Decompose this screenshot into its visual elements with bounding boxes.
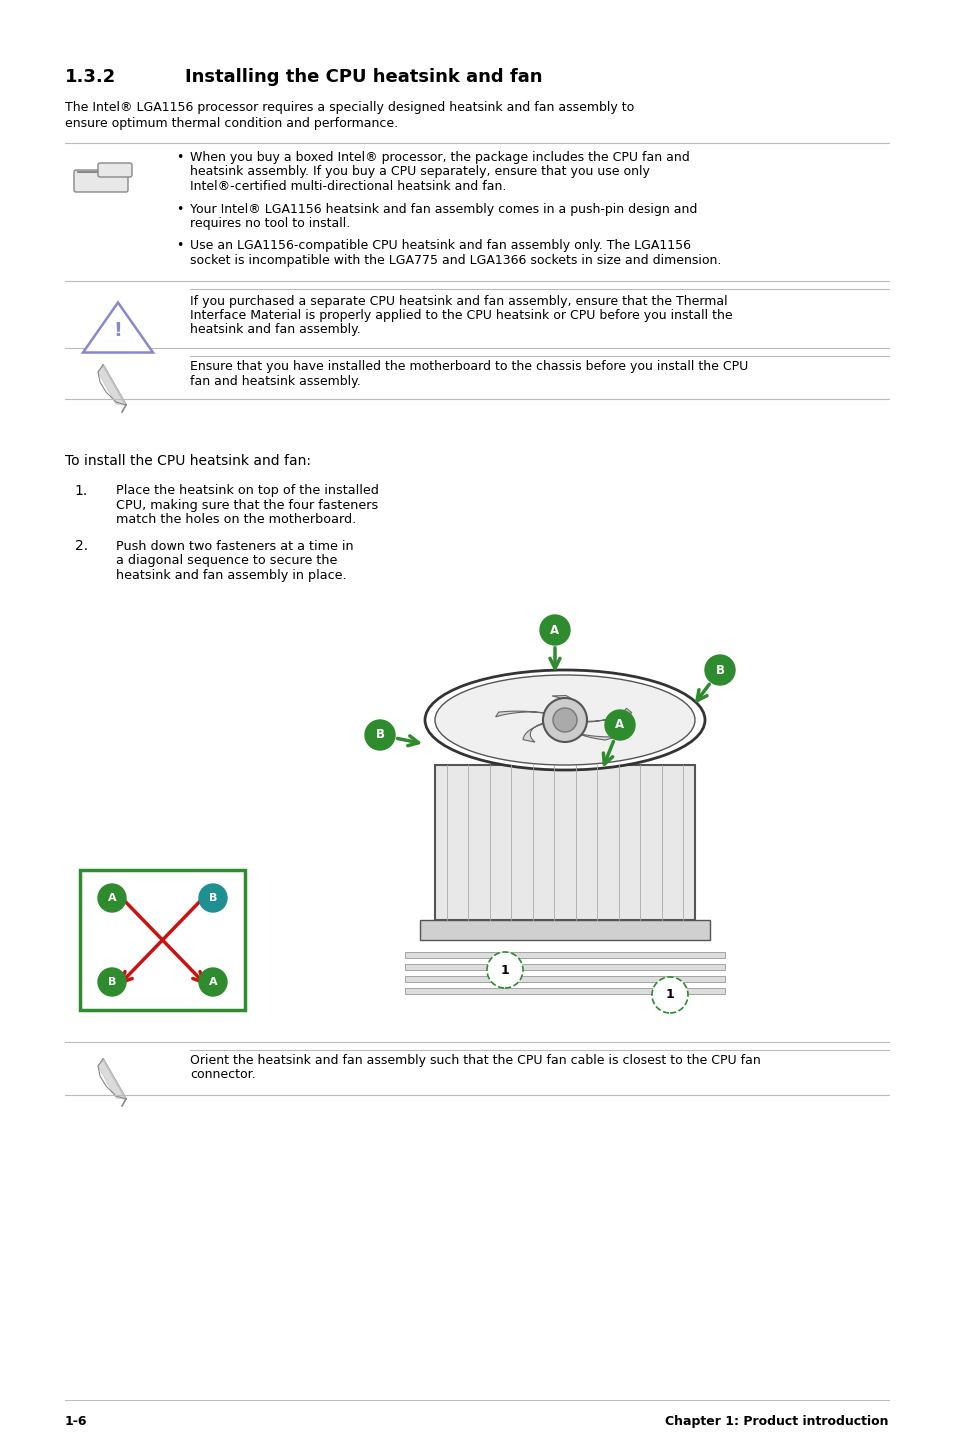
Text: requires no tool to install.: requires no tool to install. — [190, 217, 350, 230]
Text: A: A — [209, 976, 217, 986]
Polygon shape — [565, 728, 616, 741]
Text: B: B — [715, 663, 723, 676]
Text: !: ! — [113, 321, 122, 339]
Text: Chapter 1: Product introduction: Chapter 1: Product introduction — [665, 1415, 888, 1428]
Text: •: • — [175, 203, 183, 216]
Text: heatsink and fan assembly in place.: heatsink and fan assembly in place. — [116, 568, 346, 581]
Polygon shape — [583, 709, 631, 722]
Bar — [405, 988, 724, 994]
Text: 1: 1 — [500, 963, 509, 976]
Text: fan and heatsink assembly.: fan and heatsink assembly. — [190, 374, 360, 387]
Text: Installing the CPU heatsink and fan: Installing the CPU heatsink and fan — [185, 68, 542, 86]
Text: 1: 1 — [665, 988, 674, 1001]
Text: Interface Material is properly applied to the CPU heatsink or CPU before you ins: Interface Material is properly applied t… — [190, 309, 732, 322]
Circle shape — [98, 884, 126, 912]
Text: B: B — [375, 729, 384, 742]
Text: 2.: 2. — [74, 539, 88, 554]
Text: Your Intel® LGA1156 heatsink and fan assembly comes in a push-pin design and: Your Intel® LGA1156 heatsink and fan ass… — [190, 203, 697, 216]
Polygon shape — [83, 302, 152, 352]
Polygon shape — [495, 712, 553, 718]
Bar — [80, 870, 245, 1009]
Bar — [419, 920, 709, 940]
Polygon shape — [522, 722, 546, 742]
Text: A: A — [550, 624, 559, 637]
Text: If you purchased a separate CPU heatsink and fan assembly, ensure that the Therm: If you purchased a separate CPU heatsink… — [190, 295, 727, 308]
Bar — [405, 952, 724, 958]
Text: •: • — [175, 151, 183, 164]
Text: The Intel® LGA1156 processor requires a specially designed heatsink and fan asse: The Intel® LGA1156 processor requires a … — [65, 101, 634, 114]
Text: socket is incompatible with the LGA775 and LGA1366 sockets in size and dimension: socket is incompatible with the LGA775 a… — [190, 255, 720, 267]
Text: a diagonal sequence to secure the: a diagonal sequence to secure the — [116, 554, 337, 567]
Text: 1-6: 1-6 — [65, 1415, 88, 1428]
FancyBboxPatch shape — [98, 162, 132, 177]
Text: B: B — [209, 893, 217, 903]
Text: Ensure that you have installed the motherboard to the chassis before you install: Ensure that you have installed the mothe… — [190, 360, 747, 372]
Text: Push down two fasteners at a time in: Push down two fasteners at a time in — [116, 539, 354, 552]
Text: heatsink assembly. If you buy a CPU separately, ensure that you use only: heatsink assembly. If you buy a CPU sepa… — [190, 165, 649, 178]
Text: When you buy a boxed Intel® processor, the package includes the CPU fan and: When you buy a boxed Intel® processor, t… — [190, 151, 689, 164]
Circle shape — [199, 968, 227, 997]
Circle shape — [542, 697, 586, 742]
Text: Orient the heatsink and fan assembly such that the CPU fan cable is closest to t: Orient the heatsink and fan assembly suc… — [190, 1054, 760, 1067]
Text: A: A — [108, 893, 116, 903]
Bar — [405, 963, 724, 971]
Circle shape — [553, 707, 577, 732]
Bar — [435, 765, 695, 920]
Text: connector.: connector. — [190, 1068, 255, 1081]
Text: B: B — [108, 976, 116, 986]
Text: match the holes on the motherboard.: match the holes on the motherboard. — [116, 513, 355, 526]
Text: 1.: 1. — [74, 485, 88, 498]
Text: 1.3.2: 1.3.2 — [65, 68, 116, 86]
Circle shape — [539, 615, 569, 646]
Circle shape — [365, 720, 395, 751]
Circle shape — [704, 654, 734, 684]
FancyBboxPatch shape — [74, 170, 128, 193]
Ellipse shape — [424, 670, 704, 769]
Polygon shape — [98, 1058, 126, 1099]
Ellipse shape — [435, 674, 695, 765]
Polygon shape — [552, 696, 578, 715]
Text: To install the CPU heatsink and fan:: To install the CPU heatsink and fan: — [65, 454, 311, 467]
Text: ensure optimum thermal condition and performance.: ensure optimum thermal condition and per… — [65, 116, 397, 129]
Circle shape — [486, 952, 522, 988]
Text: heatsink and fan assembly.: heatsink and fan assembly. — [190, 324, 360, 336]
Polygon shape — [98, 365, 126, 406]
Text: •: • — [175, 240, 183, 253]
Text: Place the heatsink on top of the installed: Place the heatsink on top of the install… — [116, 485, 378, 498]
Text: CPU, making sure that the four fasteners: CPU, making sure that the four fasteners — [116, 499, 377, 512]
Circle shape — [604, 710, 635, 741]
Circle shape — [651, 976, 687, 1012]
Text: Use an LGA1156-compatible CPU heatsink and fan assembly only. The LGA1156: Use an LGA1156-compatible CPU heatsink a… — [190, 240, 690, 253]
Bar — [405, 976, 724, 982]
Circle shape — [199, 884, 227, 912]
Circle shape — [98, 968, 126, 997]
Text: Intel®-certified multi-directional heatsink and fan.: Intel®-certified multi-directional heats… — [190, 180, 506, 193]
Text: A: A — [615, 719, 624, 732]
